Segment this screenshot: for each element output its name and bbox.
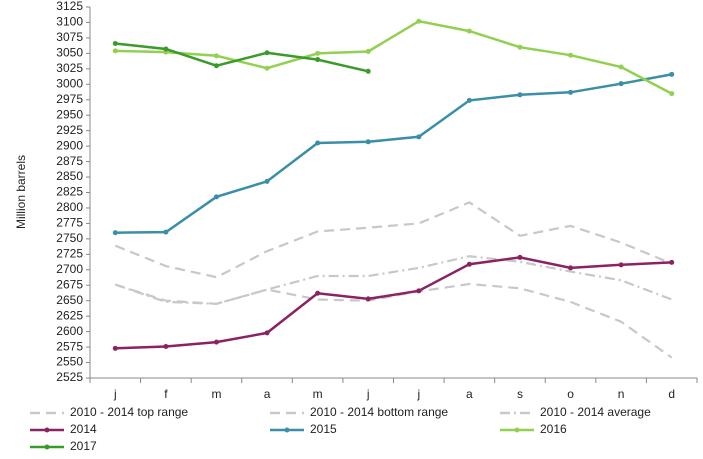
y-tick-label: 2575 (56, 339, 83, 353)
point (163, 46, 169, 52)
point (416, 18, 422, 24)
legend-label: 2017 (70, 439, 97, 453)
point (163, 229, 169, 235)
series-line (114, 282, 673, 359)
y-tick-label: 2650 (56, 293, 83, 307)
x-tick-label: o (567, 387, 574, 401)
y-tick-label: 3000 (56, 76, 83, 90)
point (112, 345, 118, 351)
x-tick-label: a (264, 387, 271, 401)
y-tick-label: 3100 (56, 15, 83, 29)
point (315, 50, 321, 56)
point (669, 71, 675, 77)
point (213, 53, 219, 59)
point (315, 290, 321, 296)
y-tick-label: 2850 (56, 169, 83, 183)
y-tick-label: 2525 (56, 370, 83, 384)
legend-label: 2010 - 2014 top range (70, 405, 188, 419)
point (264, 330, 270, 336)
y-tick-label: 2625 (56, 308, 83, 322)
point (213, 339, 219, 345)
legend-label: 2015 (310, 422, 337, 436)
y-tick-label: 2700 (56, 262, 83, 276)
legend-label: 2010 - 2014 bottom range (310, 405, 448, 419)
point (517, 44, 523, 50)
x-tick-label: f (164, 387, 168, 401)
point (517, 92, 523, 98)
series-line (114, 201, 673, 279)
legend-marker (44, 427, 50, 433)
y-tick-label: 2675 (56, 277, 83, 291)
point (416, 134, 422, 140)
point (112, 48, 118, 54)
y-tick-label: 2875 (56, 154, 83, 168)
x-tick-label: m (211, 387, 221, 401)
y-tick-label: 2725 (56, 247, 83, 261)
y-axis-label: Million barrels (14, 155, 28, 229)
series-line (115, 42, 369, 73)
y-tick-label: 3125 (56, 0, 83, 13)
y-tick-label: 2925 (56, 123, 83, 137)
y-tick-label: 2800 (56, 200, 83, 214)
point (365, 296, 371, 302)
x-tick-label: d (668, 387, 675, 401)
y-tick-label: 3025 (56, 61, 83, 75)
legend-label: 2010 - 2014 average (540, 405, 651, 419)
y-tick-label: 2975 (56, 92, 83, 106)
x-tick-label: m (313, 387, 323, 401)
y-tick-label: 2900 (56, 138, 83, 152)
point (264, 65, 270, 71)
y-tick-label: 2750 (56, 231, 83, 245)
series-line (115, 73, 672, 234)
legend-marker (284, 427, 290, 433)
legend-marker (44, 444, 50, 450)
point (568, 52, 574, 58)
point (466, 97, 472, 103)
point (669, 91, 675, 97)
point (264, 178, 270, 184)
y-tick-label: 2550 (56, 355, 83, 369)
point (112, 40, 118, 46)
legend-marker (514, 427, 520, 433)
series-line (115, 256, 672, 350)
y-tick-label: 3050 (56, 46, 83, 60)
point (213, 194, 219, 200)
point (315, 57, 321, 63)
x-tick-label: n (618, 387, 625, 401)
point (568, 265, 574, 271)
point (517, 254, 523, 260)
point (264, 50, 270, 56)
point (213, 63, 219, 69)
point (365, 49, 371, 55)
x-tick-label: s (517, 387, 523, 401)
point (618, 262, 624, 268)
legend-label: 2016 (540, 422, 567, 436)
point (163, 343, 169, 349)
point (568, 89, 574, 95)
series-line (114, 255, 673, 305)
y-tick-label: 2600 (56, 324, 83, 338)
y-tick-label: 2950 (56, 107, 83, 121)
point (669, 259, 675, 265)
y-tick-label: 2775 (56, 216, 83, 230)
x-tick-label: a (466, 387, 473, 401)
point (315, 140, 321, 146)
x-tick-label: j (113, 387, 117, 401)
point (466, 28, 472, 34)
point (112, 230, 118, 236)
y-tick-label: 2825 (56, 185, 83, 199)
y-tick-label: 3075 (56, 30, 83, 44)
point (618, 64, 624, 70)
point (365, 139, 371, 145)
series-line (115, 19, 673, 95)
point (416, 288, 422, 294)
legend-label: 2014 (70, 422, 97, 436)
point (618, 81, 624, 87)
point (466, 261, 472, 267)
point (365, 68, 371, 74)
x-tick-label: j (416, 387, 420, 401)
x-tick-label: j (366, 387, 370, 401)
